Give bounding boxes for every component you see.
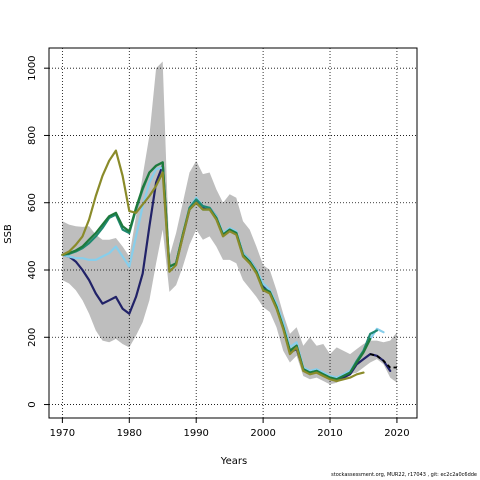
- y-axis-title: SSB: [3, 224, 14, 244]
- x-tick-label-2010: 2010: [317, 428, 342, 439]
- confidence-band: [62, 61, 397, 385]
- x-tick-label-1970: 1970: [50, 428, 75, 439]
- y-tick-label-600: 600: [27, 193, 38, 212]
- x-tick-label-2020: 2020: [384, 428, 409, 439]
- x-axis-title: Years: [220, 456, 247, 467]
- y-tick-label-0: 0: [27, 401, 38, 407]
- confidence-band-layer: [62, 61, 397, 385]
- plot-frame: [48, 47, 418, 419]
- axes-layer: 1970 1980 1990 2000 2010 2020 0 200 400 600 800 100…: [27, 47, 418, 439]
- x-tick-label-1990: 1990: [183, 428, 208, 439]
- series-layer: [61, 149, 397, 383]
- series-line-6: [369, 353, 397, 369]
- footer-credit: stockassessment.org, MUR22, r17043 , git…: [331, 472, 477, 478]
- y-tick-label-400: 400: [27, 260, 38, 279]
- grid-layer: [49, 48, 417, 418]
- x-tick-label-1980: 1980: [117, 428, 142, 439]
- y-tick-label-800: 800: [27, 126, 38, 145]
- series-line-5: [61, 149, 365, 383]
- y-tick-label-200: 200: [27, 328, 38, 347]
- y-tick-label-1000: 1000: [27, 55, 38, 80]
- x-tick-label-2000: 2000: [250, 428, 275, 439]
